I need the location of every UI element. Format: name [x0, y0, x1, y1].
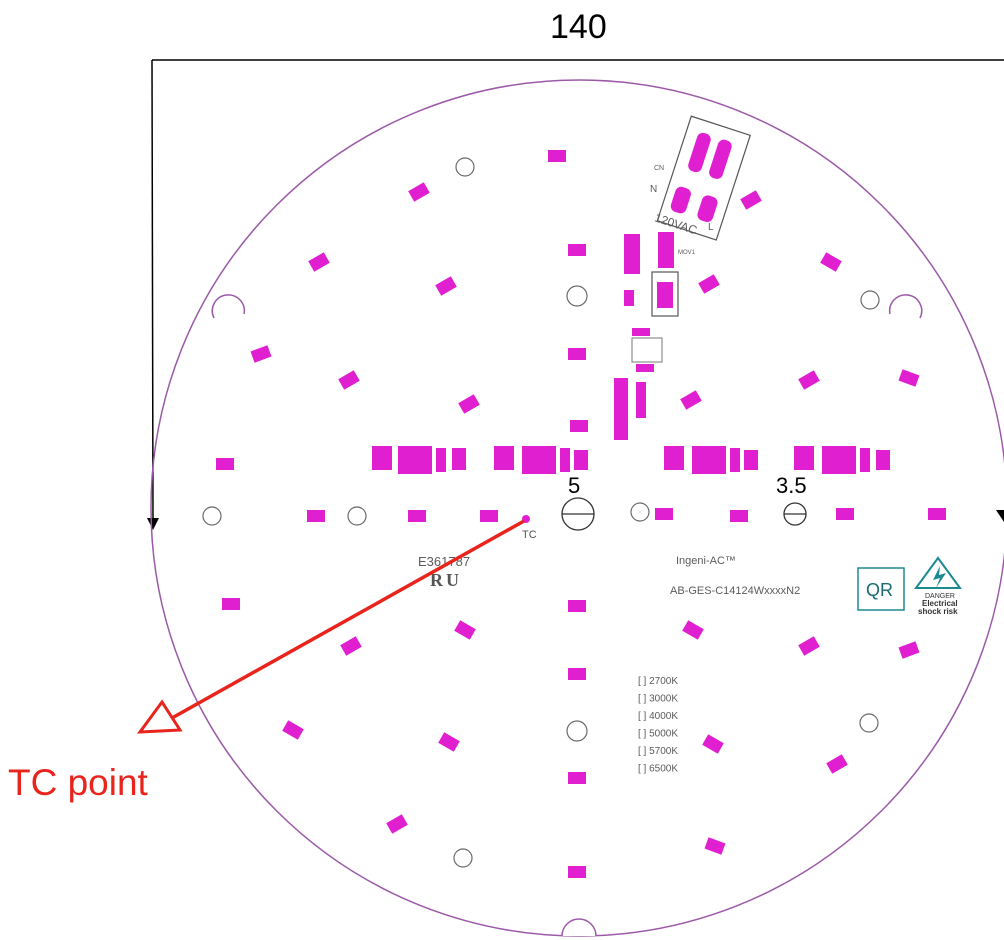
warning-line2: shock risk [918, 607, 958, 616]
tc-callout-arrowhead [136, 699, 183, 734]
input-connector [656, 115, 752, 241]
tc-marker-label: TC [522, 529, 537, 541]
board-diameter-dimension: 140 [550, 8, 607, 46]
ul-logo-mark: U [446, 570, 459, 590]
driver-components [372, 232, 890, 474]
large-hole-dimension: 5 [568, 473, 581, 498]
tc-callout-arrow [171, 519, 525, 720]
led-array [216, 150, 946, 878]
board-outline [150, 79, 1004, 937]
mov-label: MOV1 [678, 250, 696, 256]
line-label: L [708, 222, 714, 233]
dimension-arrow-left [147, 518, 159, 530]
qr-label: QR [866, 580, 893, 600]
connector-label: CN [654, 165, 664, 172]
edge-notch-right [888, 294, 923, 319]
warning-triangle-icon [914, 556, 962, 589]
cct-option: [ ] 5000K [638, 729, 678, 740]
cct-option: [ ] 3000K [638, 694, 678, 705]
mount-hole [455, 157, 475, 177]
dimension-arrow-right [996, 510, 1004, 522]
part-number: AB-GES-C14124WxxxxN2 [670, 585, 800, 597]
tc-point-label: TC point [8, 762, 148, 803]
cct-option: [ ] 6500K [638, 764, 678, 775]
mount-hole [566, 285, 588, 307]
warning-danger: DANGER [925, 593, 955, 600]
cct-option: [ ] 5700K [638, 746, 678, 757]
lightning-icon [933, 566, 946, 588]
mount-hole [630, 502, 650, 522]
cct-option: [ ] 4000K [638, 711, 678, 722]
neutral-label: N [650, 184, 657, 195]
cct-option-list: [ ] 2700K [ ] 3000K [ ] 4000K [ ] 5000K [ ] … [638, 676, 678, 775]
edge-notch-bottom [561, 918, 597, 937]
mount-hole [566, 720, 588, 742]
mount-hole [347, 506, 367, 526]
dimension-line-left [151, 59, 154, 521]
qr-box [857, 567, 905, 611]
product-name: Ingeni-AC™ [676, 555, 736, 567]
mount-hole [860, 290, 880, 310]
mount-hole [202, 506, 222, 526]
cct-option: [ ] 2700K [638, 676, 678, 687]
warning-line1: Electrical [922, 599, 958, 608]
edge-notch-left [211, 294, 246, 319]
ul-logo: R [430, 570, 444, 590]
mount-hole [859, 713, 879, 733]
mount-hole [453, 848, 473, 868]
small-hole-dimension: 3.5 [776, 473, 807, 498]
